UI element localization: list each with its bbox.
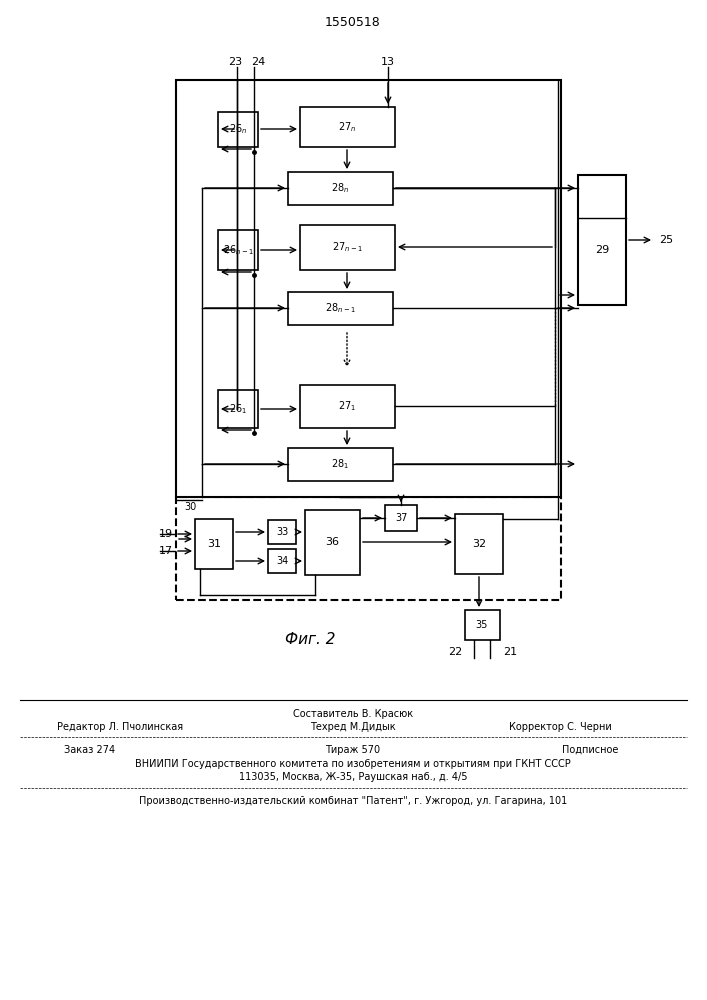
Text: Редактор Л. Пчолинская: Редактор Л. Пчолинская [57, 722, 183, 732]
Text: 24: 24 [251, 57, 265, 67]
Text: 32: 32 [472, 539, 486, 549]
Text: 30: 30 [184, 502, 196, 512]
Bar [176, 80, 561, 497]
Text: $28_1$: $28_1$ [332, 458, 349, 471]
Text: 33: 33 [276, 527, 288, 537]
Text: $27_{n-1}$: $27_{n-1}$ [332, 241, 363, 254]
Bar [300, 225, 395, 270]
Bar [455, 514, 503, 574]
Text: Корректор С. Черни: Корректор С. Черни [508, 722, 612, 732]
Bar [385, 505, 417, 531]
Bar [578, 175, 626, 305]
Text: Тираж 570: Тираж 570 [325, 745, 380, 755]
Text: $27_1$: $27_1$ [339, 400, 356, 413]
Text: 25: 25 [659, 235, 673, 245]
Text: 37: 37 [395, 513, 407, 523]
Text: 113035, Москва, Ж-35, Раушская наб., д. 4/5: 113035, Москва, Ж-35, Раушская наб., д. … [239, 772, 467, 782]
Text: Подписное: Подписное [562, 745, 618, 755]
Bar [218, 230, 258, 270]
Text: $26_n$: $26_n$ [229, 123, 247, 136]
Bar [300, 107, 395, 147]
Bar [268, 520, 296, 544]
Bar [195, 519, 233, 569]
Text: ВНИИПИ Государственного комитета по изобретениям и открытиям при ГКНТ СССР: ВНИИПИ Государственного комитета по изоб… [135, 759, 571, 769]
Text: $27_n$: $27_n$ [339, 120, 356, 134]
Bar [288, 292, 393, 325]
Bar [288, 172, 393, 205]
Bar [176, 497, 561, 600]
Text: Составитель В. Красюк: Составитель В. Красюк [293, 709, 413, 719]
Text: 23: 23 [228, 57, 242, 67]
Text: 13: 13 [381, 57, 395, 67]
Text: Заказ 274: Заказ 274 [64, 745, 115, 755]
Bar [218, 390, 258, 428]
Bar [288, 448, 393, 481]
Text: 34: 34 [276, 556, 288, 566]
Text: Фиг. 2: Фиг. 2 [285, 633, 335, 648]
Text: 36: 36 [325, 537, 339, 547]
Text: 17: 17 [159, 546, 173, 556]
Text: 21: 21 [503, 647, 517, 657]
Text: Производственно-издательский комбинат "Патент", г. Ужгород, ул. Гагарина, 101: Производственно-издательский комбинат "П… [139, 796, 567, 806]
Text: $26_{n-1}$: $26_{n-1}$ [223, 243, 253, 257]
Text: 29: 29 [595, 245, 609, 255]
Text: Техред М.Дидык: Техред М.Дидык [310, 722, 396, 732]
Text: 31: 31 [207, 539, 221, 549]
Text: 1550518: 1550518 [325, 15, 381, 28]
Text: 22: 22 [448, 647, 462, 657]
Text: $28_n$: $28_n$ [332, 182, 350, 195]
Bar [218, 112, 258, 147]
Text: 35: 35 [476, 620, 489, 630]
Text: 19: 19 [159, 529, 173, 539]
Bar [268, 549, 296, 573]
Bar [465, 610, 500, 640]
Bar [305, 510, 360, 575]
Text: $26_1$: $26_1$ [229, 402, 247, 416]
Text: $28_{n-1}$: $28_{n-1}$ [325, 302, 356, 315]
Bar [300, 385, 395, 428]
